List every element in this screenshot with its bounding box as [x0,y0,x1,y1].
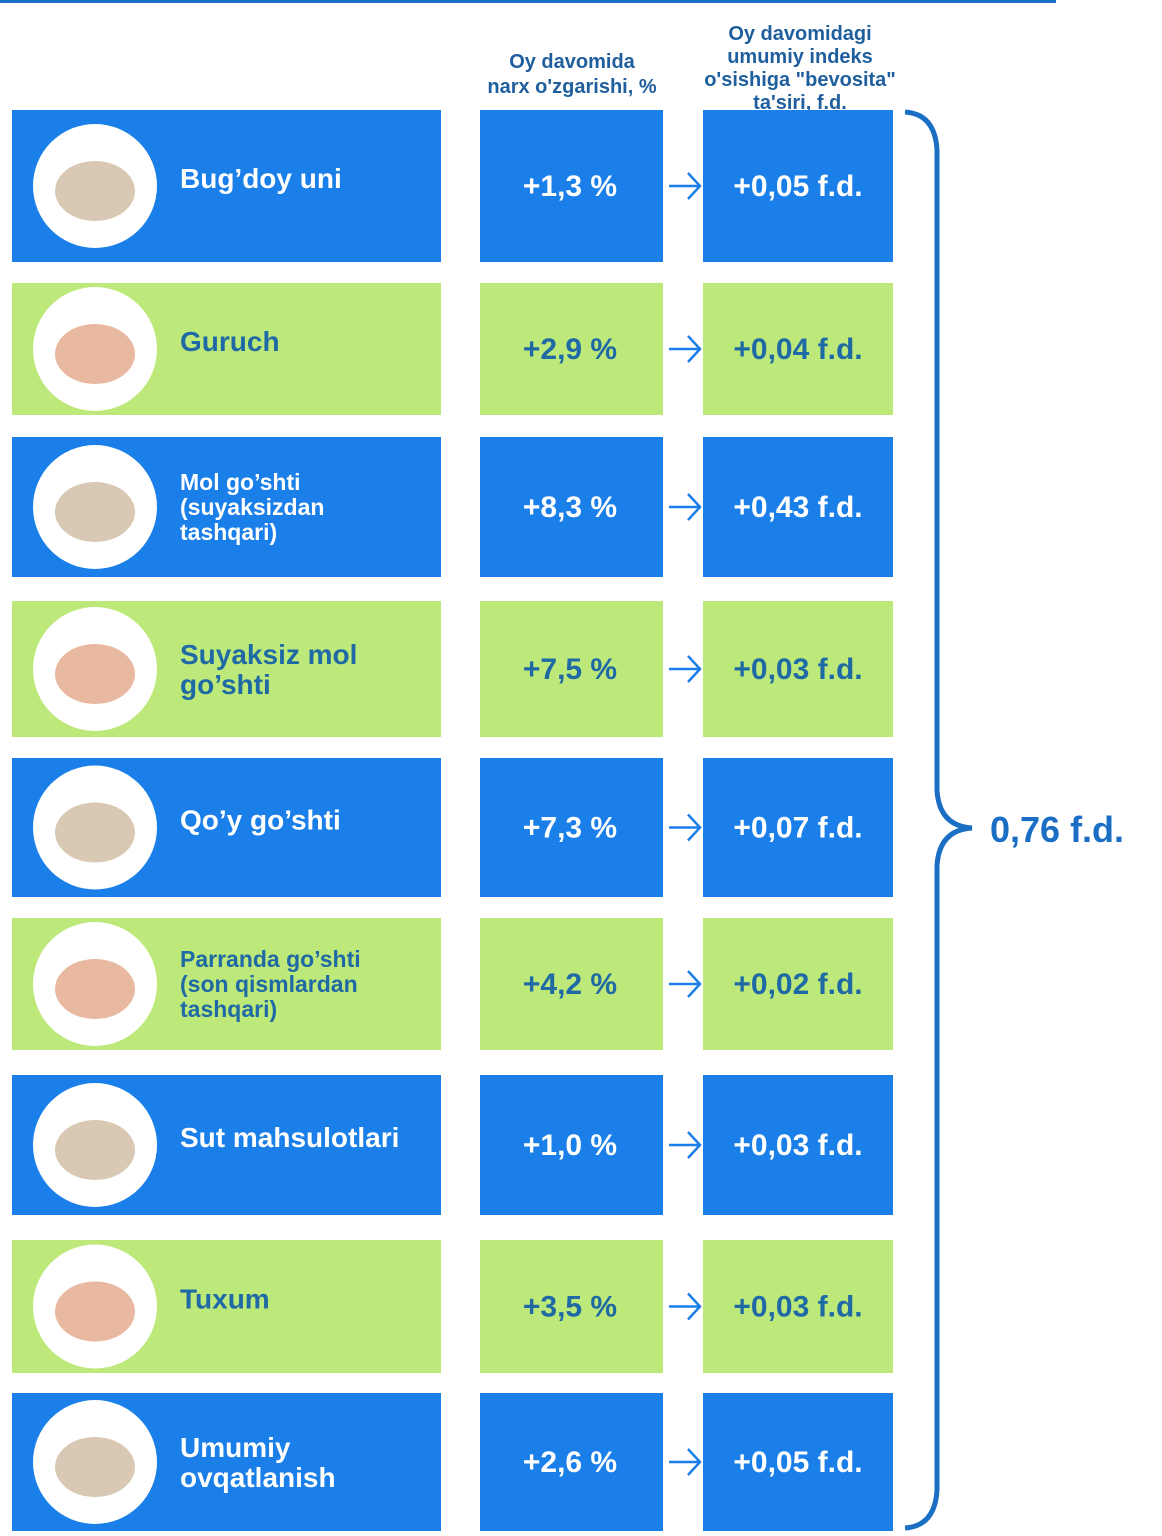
item-label: Mol go’shti [180,469,301,495]
column-header: narx o'zgarishi, % [487,76,656,98]
total: 0,76 f.d. [990,809,1124,850]
arrow [669,656,700,682]
price-change: +7,3 % [523,812,617,845]
index-impact: +0,04 f.d. [733,333,862,366]
item-image-shape [55,1282,135,1342]
item-image-shape [55,644,135,704]
price-change: +7,5 % [523,653,617,686]
index-impact: +0,03 f.d. [733,1129,862,1162]
index-impact: +0,05 f.d. [733,170,862,203]
item-label: go’shti [180,669,271,700]
item-label: Bug’doy uni [180,163,342,194]
index-impact: +0,07 f.d. [733,812,862,845]
item-label: Parranda go’shti [180,946,361,972]
infographic: 0,76 f.d. Oy davomida narx o'zgarishi, % O… [0,0,1162,1531]
price-change: +2,9 % [523,333,617,366]
arrow [669,971,700,997]
item-label: tashqari) [180,519,277,545]
item-label: Guruch [180,326,280,357]
brace [905,112,972,1528]
price-change: +8,3 % [523,491,617,524]
item-label: tashqari) [180,996,277,1022]
column-header: o'sishiga "bevosita" [704,69,896,91]
arrow [669,1132,700,1158]
item-label: Qo’y go’shti [180,804,341,835]
item-image-shape [55,1120,135,1180]
price-change: +1,3 % [523,170,617,203]
index-impact: +0,03 f.d. [733,1291,862,1324]
price-change: +4,2 % [523,968,617,1001]
item-label: Tuxum [180,1283,270,1314]
arrow [669,336,700,362]
arrow [669,815,700,841]
item-image-shape [55,324,135,384]
price-change: +1,0 % [523,1129,617,1162]
column-header: Oy davomida [509,51,635,73]
item-label: Suyaksiz mol [180,639,357,670]
index-impact: +0,02 f.d. [733,968,862,1001]
column-header: umumiy indeks [727,46,873,68]
item-image-shape [55,482,135,542]
item-label: (suyaksizdan [180,494,324,520]
column-header: Oy davomidagi [728,23,871,45]
item-label: (son qismlardan [180,971,358,997]
price-change: +3,5 % [523,1291,617,1324]
index-impact: +0,43 f.d. [733,491,862,524]
item-image-shape [55,161,135,221]
price-change: +2,6 % [523,1446,617,1479]
item-image-shape [55,1437,135,1497]
arrow [669,1449,700,1475]
item-image-shape [55,803,135,863]
index-impact: +0,03 f.d. [733,653,862,686]
arrow [669,494,700,520]
arrow [669,1294,700,1320]
top-rule [0,0,1056,3]
item-label: ovqatlanish [180,1462,336,1493]
item-image-shape [55,959,135,1019]
index-impact: +0,05 f.d. [733,1446,862,1479]
item-label: Umumiy [180,1432,291,1463]
item-label: Sut mahsulotlari [180,1122,399,1153]
arrow [669,173,700,199]
